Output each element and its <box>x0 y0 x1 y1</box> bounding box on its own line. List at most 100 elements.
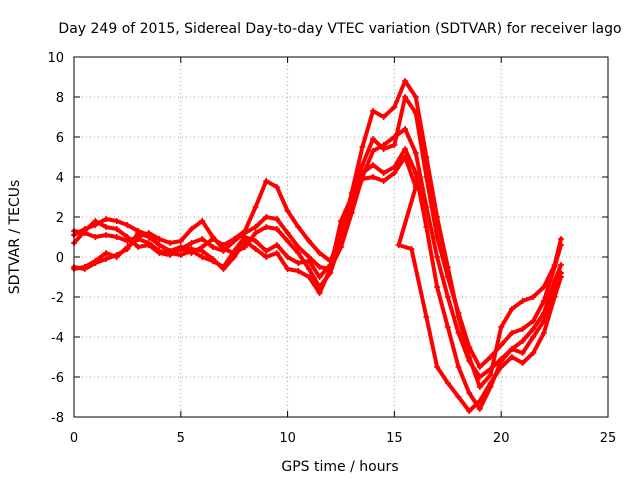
data-point <box>284 254 291 260</box>
data-point <box>391 170 398 176</box>
data-point <box>113 226 120 232</box>
data-point <box>530 326 537 332</box>
data-point <box>444 294 451 300</box>
data-point <box>306 258 312 264</box>
data-point <box>135 236 142 242</box>
y-tick-label: -8 <box>51 411 64 426</box>
data-point <box>284 238 291 244</box>
data-point <box>81 264 88 270</box>
data-point <box>177 252 184 258</box>
data-point <box>273 184 280 190</box>
data-point <box>220 264 227 270</box>
data-point <box>273 242 280 248</box>
data-point <box>402 146 409 152</box>
data-point <box>455 314 462 320</box>
data-point <box>295 260 302 266</box>
data-point <box>423 154 430 160</box>
data-point <box>412 170 419 176</box>
data-point <box>273 250 280 256</box>
data-point <box>558 274 564 280</box>
data-point <box>434 234 441 240</box>
data-point <box>455 394 462 400</box>
data-point <box>209 244 216 250</box>
data-point <box>412 94 419 100</box>
series-track-4 <box>71 146 564 412</box>
data-point <box>519 298 526 304</box>
data-point <box>124 244 131 250</box>
grid <box>74 57 608 417</box>
data-point <box>540 330 547 336</box>
data-point <box>263 214 270 220</box>
data-point <box>81 228 88 234</box>
series-layer <box>71 78 564 414</box>
data-point <box>156 242 163 248</box>
data-point <box>466 390 473 396</box>
x-tick-label: 25 <box>600 431 617 446</box>
data-point <box>530 294 537 300</box>
data-point <box>455 364 462 370</box>
data-point <box>252 230 259 236</box>
data-point <box>508 306 515 312</box>
data-point <box>135 230 142 236</box>
x-tick-label: 0 <box>70 431 78 446</box>
data-point <box>370 148 376 154</box>
data-point <box>519 338 526 344</box>
y-tick-label: -2 <box>51 291 64 306</box>
series-track-5 <box>71 154 564 414</box>
data-point <box>103 224 109 230</box>
data-point <box>241 228 248 234</box>
data-point <box>380 114 387 120</box>
series-line <box>72 95 563 369</box>
data-point <box>273 216 280 222</box>
chart-title: Day 249 of 2015, Sidereal Day-to-day VTE… <box>58 21 621 37</box>
data-point <box>231 236 238 242</box>
data-point <box>156 236 163 242</box>
data-point <box>540 298 547 304</box>
data-point <box>434 214 441 220</box>
data-point <box>359 144 366 150</box>
x-tick-label: 15 <box>386 431 403 446</box>
data-point <box>295 250 302 256</box>
data-point <box>199 254 206 260</box>
data-point <box>306 266 312 272</box>
data-point <box>476 406 483 412</box>
plot-frame <box>73 56 609 418</box>
data-point <box>124 222 131 228</box>
data-point <box>263 248 270 254</box>
x-tick-label: 10 <box>279 431 296 446</box>
data-point <box>508 330 515 336</box>
data-point <box>92 218 99 224</box>
data-point <box>295 244 302 250</box>
data-point <box>508 354 515 360</box>
data-point <box>306 238 312 244</box>
data-point <box>284 266 291 272</box>
ticks <box>73 56 609 418</box>
data-point <box>177 244 184 250</box>
data-point <box>359 176 366 182</box>
y-tick-label: -6 <box>51 371 64 386</box>
data-point <box>380 170 387 176</box>
data-point <box>359 162 366 168</box>
data-point <box>540 284 547 290</box>
data-point <box>316 274 323 280</box>
data-point <box>263 254 270 260</box>
data-point <box>530 318 537 324</box>
data-point <box>348 202 355 208</box>
data-point <box>167 250 174 256</box>
data-point <box>338 224 344 230</box>
data-point <box>519 326 526 332</box>
data-point <box>444 324 451 330</box>
data-point <box>476 364 483 370</box>
data-point <box>551 262 558 268</box>
data-point <box>370 136 376 142</box>
data-point <box>156 248 163 254</box>
data-point <box>423 224 430 230</box>
data-point <box>455 330 462 336</box>
data-point <box>466 408 473 414</box>
data-point <box>434 284 441 290</box>
data-point <box>466 354 473 360</box>
data-point <box>444 264 451 270</box>
data-point <box>306 274 312 280</box>
data-point <box>241 234 248 240</box>
